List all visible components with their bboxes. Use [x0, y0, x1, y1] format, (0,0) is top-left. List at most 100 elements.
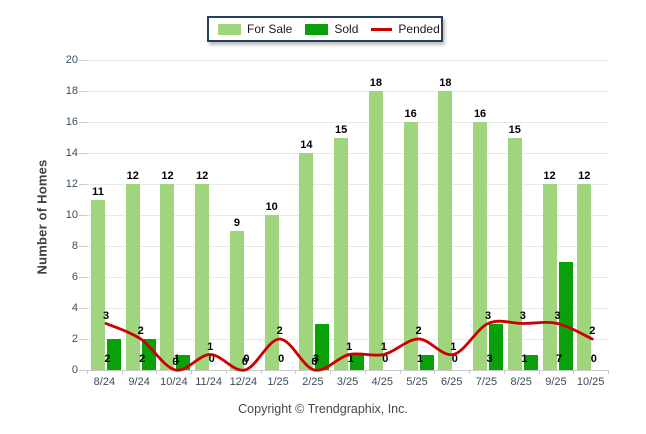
sold-value-label: 3 [486, 353, 493, 365]
x-tick-mark [469, 370, 471, 374]
for-sale-bar [577, 184, 592, 370]
x-tick-label: 3/25 [336, 376, 359, 388]
x-tick-mark [608, 370, 609, 374]
y-tick-label: 4 [71, 301, 78, 314]
y-tick-mark [79, 153, 87, 154]
sold-value-label: 0 [451, 353, 458, 365]
for-sale-value-label: 10 [265, 201, 278, 213]
pended-value-label: 1 [380, 340, 387, 353]
x-tick-label: 4/25 [371, 376, 393, 388]
legend-label-pended: Pended [398, 22, 440, 36]
for-sale-swatch-icon [218, 23, 241, 35]
for-sale-bar [473, 122, 488, 370]
for-sale-value-label: 18 [439, 77, 452, 89]
sold-value-label: 0 [278, 353, 285, 365]
for-sale-value-label: 12 [161, 170, 174, 182]
y-tick-mark [79, 60, 87, 61]
pended-value-label: 1 [207, 340, 214, 353]
x-tick-label: 11/24 [195, 376, 222, 388]
y-tick-label: 16 [65, 115, 78, 128]
y-tick-label: 18 [65, 84, 78, 97]
x-tick-label: 8/24 [93, 376, 116, 388]
x-tick-label: 6/25 [441, 376, 463, 388]
y-tick-label: 6 [71, 270, 78, 283]
for-sale-value-label: 12 [543, 170, 556, 182]
pended-line-swatch-icon [371, 27, 393, 31]
for-sale-bar [91, 199, 105, 370]
pended-value-label: 2 [137, 325, 144, 337]
x-axis-line [87, 370, 608, 371]
for-sale-bar [125, 184, 140, 370]
pended-value-label: 2 [589, 325, 596, 337]
for-sale-bar [299, 153, 314, 370]
y-tick-label: 20 [65, 53, 78, 66]
legend-label-for-sale: For Sale [247, 22, 293, 36]
sold-value-label: 1 [417, 353, 424, 365]
x-tick-label: 7/25 [475, 376, 498, 388]
x-tick-mark [330, 370, 332, 374]
y-tick-label: 12 [65, 177, 78, 190]
pended-value-label: 3 [554, 309, 561, 322]
y-tick-mark [79, 91, 87, 92]
for-sale-value-label: 16 [473, 108, 487, 120]
x-tick-label: 9/25 [545, 376, 567, 388]
gridline [87, 122, 608, 123]
for-sale-bar [403, 122, 418, 370]
for-sale-bar [229, 230, 244, 370]
x-tick-mark [364, 370, 366, 374]
pended-value-label: 3 [102, 309, 110, 322]
x-tick-mark [121, 370, 123, 374]
x-tick-mark [538, 370, 540, 374]
y-tick-mark [79, 277, 87, 278]
for-sale-value-label: 11 [92, 185, 104, 198]
y-tick-mark [79, 339, 87, 340]
y-tick-label: 8 [71, 239, 78, 252]
sold-value-label: 1 [521, 353, 528, 365]
for-sale-bar [438, 91, 453, 370]
y-tick-label: 2 [71, 332, 78, 345]
pended-value-label: 3 [519, 309, 526, 322]
x-tick-mark [87, 370, 88, 374]
pended-value-label: 2 [415, 325, 422, 337]
for-sale-value-label: 12 [578, 170, 591, 182]
for-sale-value-label: 15 [508, 123, 521, 136]
x-tick-label: 9/24 [128, 376, 150, 388]
pended-value-label: 0 [241, 356, 248, 368]
y-tick-mark [79, 184, 87, 185]
y-tick-label: 10 [65, 208, 78, 221]
x-tick-mark [225, 370, 227, 374]
sold-value-label: 7 [555, 353, 563, 365]
x-tick-label: 5/25 [406, 376, 428, 388]
for-sale-bar [334, 137, 349, 370]
x-tick-mark [399, 370, 401, 374]
y-tick-label: 14 [65, 146, 78, 159]
x-tick-label: 10/24 [160, 376, 188, 388]
legend-item-sold: Sold [305, 22, 358, 36]
sold-swatch-icon [305, 23, 329, 35]
sold-value-label: 0 [382, 353, 389, 365]
for-sale-bar [542, 184, 557, 370]
x-tick-mark [503, 370, 505, 374]
y-tick-mark [79, 246, 87, 247]
x-tick-mark [295, 370, 297, 374]
copyright-text: Copyright © Trendgraphix, Inc. [238, 402, 408, 416]
for-sale-bar [264, 215, 279, 370]
sold-value-label: 2 [104, 353, 111, 365]
y-tick-mark [79, 370, 87, 371]
for-sale-value-label: 12 [196, 170, 209, 182]
for-sale-bar [160, 184, 175, 370]
for-sale-value-label: 9 [233, 216, 240, 229]
sold-value-label: 1 [347, 353, 354, 365]
pended-value-label: 1 [346, 340, 353, 353]
for-sale-bar [507, 137, 522, 370]
pended-value-label: 1 [450, 340, 457, 353]
gridline [87, 60, 608, 61]
pended-value-label: 3 [485, 309, 492, 322]
x-tick-mark [191, 370, 193, 374]
x-tick-label: 8/25 [510, 376, 532, 388]
x-tick-label: 2/25 [302, 376, 324, 388]
x-tick-mark [434, 370, 436, 374]
pended-value-label: 0 [172, 356, 179, 368]
legend: For Sale Sold Pended [207, 16, 443, 42]
pended-value-label: 2 [276, 325, 283, 337]
